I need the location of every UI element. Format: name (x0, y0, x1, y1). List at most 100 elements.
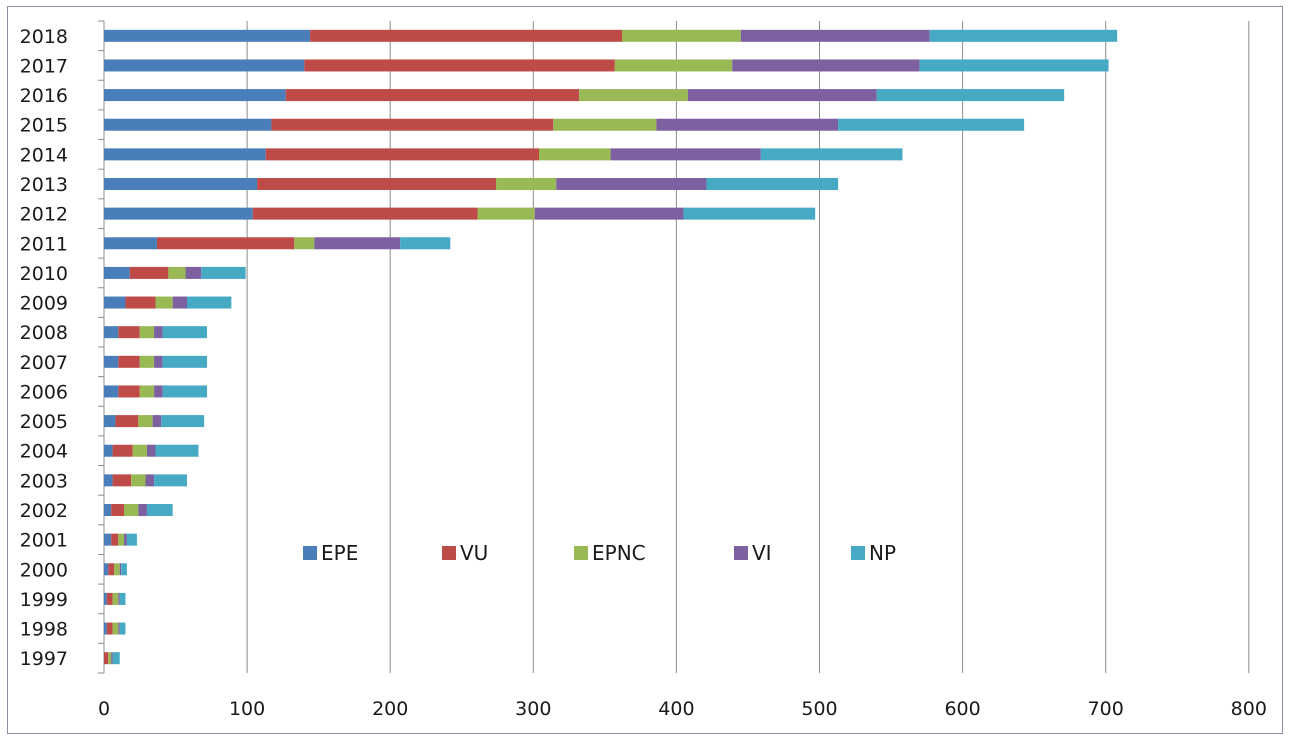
bar-segment-epnc (124, 504, 139, 516)
bar-segment-epnc (622, 29, 741, 42)
bar-segment-vu (104, 652, 109, 665)
bar-segment-epe (104, 622, 107, 635)
bar-segment-vu (285, 89, 580, 102)
bar-segment-epe (104, 474, 113, 487)
bar-segment-vi (656, 118, 839, 131)
bar-segment-epe (104, 237, 157, 250)
bar-segment-epnc (132, 444, 147, 457)
y-tick-label: 2009 (20, 293, 68, 315)
bar-segment-vu (310, 29, 623, 42)
bar-segment-vu (111, 533, 119, 546)
bar-segment-np (760, 148, 903, 161)
bar-segment-epe (104, 385, 119, 398)
bar-segment-np (121, 563, 127, 576)
bar-segment-vu (112, 474, 132, 487)
bar-segment-np (838, 118, 1025, 131)
bar-segment-epe (104, 59, 305, 72)
bar-segment-epe (104, 29, 311, 42)
bar-segment-vu (271, 118, 554, 131)
bar-segment-np (400, 237, 451, 250)
legend-swatch-epe (303, 546, 317, 560)
bar-segment-vi (124, 533, 127, 546)
bar-segment-vi (740, 29, 930, 42)
bar-segment-vi (111, 652, 113, 665)
y-tick-label: 2013 (20, 174, 68, 196)
bar-segment-vi (687, 89, 877, 102)
bar-segment-np (186, 296, 232, 309)
bar-segment-np (154, 474, 187, 487)
bar-segment-vu (304, 59, 615, 72)
bar-segment-vi (118, 622, 120, 635)
bar-segment-epe (104, 207, 253, 220)
bar-segment-vu (125, 296, 156, 309)
bar-segment-np (683, 207, 816, 220)
bar-segment-np (201, 266, 246, 279)
x-tick-label: 200 (372, 698, 408, 720)
y-tick-label: 2016 (20, 85, 68, 107)
y-tick-label: 2014 (20, 144, 68, 166)
bar-segment-vu (112, 444, 133, 457)
bar-segment-epe (104, 296, 126, 309)
bar-segment-epe (104, 89, 286, 102)
bar-segment-epe (104, 178, 258, 190)
bar-segment-np (119, 622, 126, 635)
bar-segment-vi (146, 444, 156, 457)
y-tick-label: 2000 (20, 559, 68, 581)
bar-segment-np (146, 504, 173, 516)
bar-segment-vu (118, 326, 140, 339)
x-tick-label: 0 (98, 698, 110, 720)
bar-segment-epnc (155, 296, 173, 309)
x-tick-label: 300 (515, 698, 551, 720)
bar-segment-np (119, 592, 126, 605)
bar-segment-vi (172, 296, 187, 309)
x-tick-label: 700 (1088, 698, 1124, 720)
bar-segment-vu (265, 148, 540, 161)
bar-segment-vu (118, 385, 140, 398)
bar-segment-vu (252, 207, 478, 220)
bar-segment-np (155, 444, 199, 457)
bar-segment-vi (138, 504, 147, 516)
bar-segment-vu (115, 415, 139, 428)
bar-segment-epnc (114, 563, 120, 576)
y-tick-label: 2010 (20, 263, 68, 285)
bar-segment-epe (104, 148, 266, 161)
bar-segment-np (161, 415, 205, 428)
bar-segment-epnc (496, 178, 557, 190)
legend-swatch-vu (442, 546, 456, 560)
y-tick-label: 1999 (20, 589, 68, 611)
bar-segment-epnc (112, 592, 119, 605)
x-tick-label: 600 (944, 698, 980, 720)
y-tick-label: 2018 (20, 26, 68, 48)
legend-label-epnc: EPNC (592, 541, 646, 565)
bar-segment-epnc (294, 237, 315, 250)
y-tick-label: 2008 (20, 322, 68, 344)
bar-segment-epe (104, 563, 109, 576)
y-tick-label: 2017 (20, 55, 68, 77)
bar-segment-np (126, 533, 137, 546)
bar-segment-vi (185, 266, 202, 279)
y-tick-label: 2004 (20, 441, 68, 463)
chart-frame: 0 100 200 300 400 500 600 700 800 1997 1998 1999 200… (7, 6, 1283, 734)
bar-segment-vi (118, 592, 120, 605)
bar-segment-epnc (112, 622, 119, 635)
bar-segment-epnc (614, 59, 733, 72)
stacked-bar-chart: 0 100 200 300 400 500 600 700 800 1997 1998 1999 200… (20, 20, 1267, 720)
bar-segment-vi (732, 59, 920, 72)
bar-segment-np (112, 652, 120, 665)
bar-segment-vi (145, 474, 155, 487)
bar-segment-epe (104, 326, 119, 339)
legend-swatch-epnc (574, 546, 588, 560)
bar-segment-epnc (168, 266, 186, 279)
bar-segment-epnc (477, 207, 535, 220)
bar-segment-vu (129, 266, 169, 279)
bar-segment-epe (104, 533, 112, 546)
bar-segment-vi (152, 415, 162, 428)
bar-segment-vi (154, 355, 163, 368)
y-tick-label: 2005 (20, 411, 68, 433)
bar-segment-np (706, 178, 839, 190)
y-tick-label: 1998 (20, 619, 68, 641)
x-tick-label: 100 (229, 698, 265, 720)
bar-segment-epe (104, 504, 112, 516)
bar-segment-epnc (118, 533, 125, 546)
bar-segment-np (919, 59, 1109, 72)
